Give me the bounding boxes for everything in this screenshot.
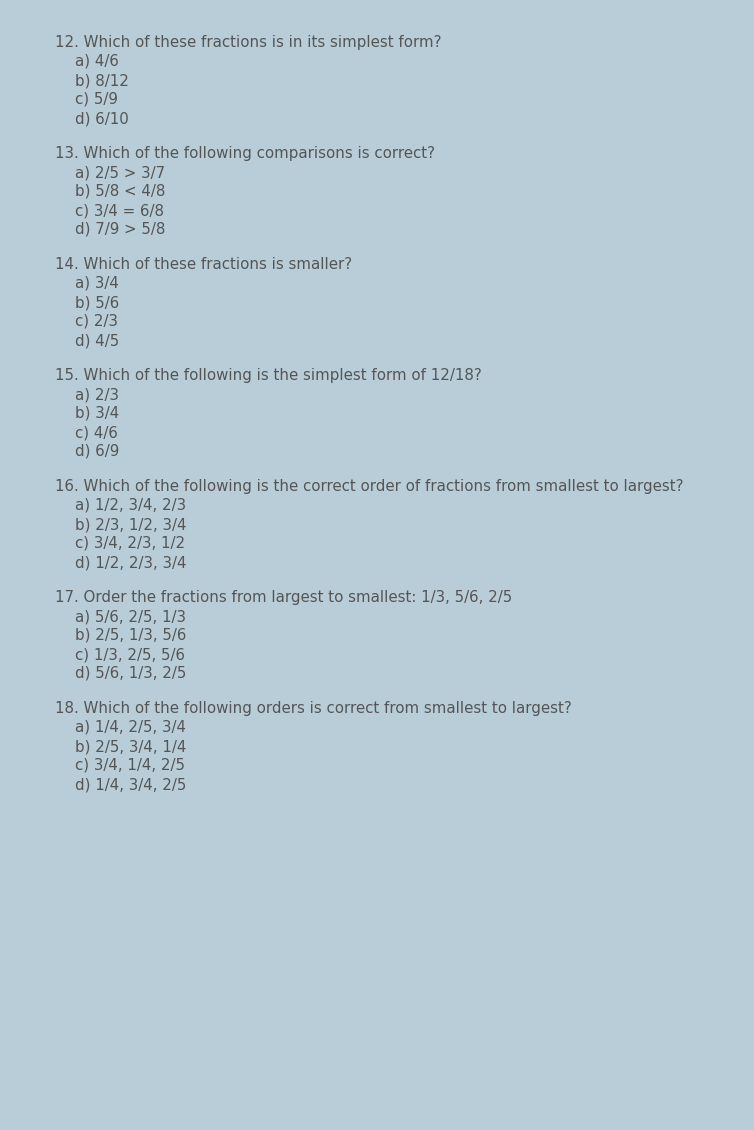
Text: b) 5/8 < 4/8: b) 5/8 < 4/8 [75,184,165,199]
Text: a) 1/2, 3/4, 2/3: a) 1/2, 3/4, 2/3 [75,498,186,513]
Text: a) 5/6, 2/5, 1/3: a) 5/6, 2/5, 1/3 [75,609,186,624]
Text: d) 1/4, 3/4, 2/5: d) 1/4, 3/4, 2/5 [75,777,186,792]
Text: b) 3/4: b) 3/4 [75,406,119,421]
Text: b) 2/3, 1/2, 3/4: b) 2/3, 1/2, 3/4 [75,518,186,532]
Text: d) 7/9 > 5/8: d) 7/9 > 5/8 [75,221,165,237]
Text: d) 4/5: d) 4/5 [75,333,119,348]
Text: d) 6/9: d) 6/9 [75,444,119,459]
Text: 12. Which of these fractions is in its simplest form?: 12. Which of these fractions is in its s… [55,35,442,50]
Text: a) 2/5 > 3/7: a) 2/5 > 3/7 [75,165,165,180]
Text: a) 3/4: a) 3/4 [75,276,119,292]
Text: c) 1/3, 2/5, 5/6: c) 1/3, 2/5, 5/6 [75,647,185,662]
Text: d) 6/10: d) 6/10 [75,111,129,127]
Text: a) 2/3: a) 2/3 [75,386,119,402]
Text: a) 1/4, 2/5, 3/4: a) 1/4, 2/5, 3/4 [75,720,186,735]
Text: 16. Which of the following is the correct order of fractions from smallest to la: 16. Which of the following is the correc… [55,479,683,494]
Text: a) 4/6: a) 4/6 [75,54,119,69]
Text: 18. Which of the following orders is correct from smallest to largest?: 18. Which of the following orders is cor… [55,701,572,716]
Text: c) 2/3: c) 2/3 [75,314,118,329]
Text: b) 2/5, 1/3, 5/6: b) 2/5, 1/3, 5/6 [75,628,186,643]
Text: c) 3/4, 1/4, 2/5: c) 3/4, 1/4, 2/5 [75,758,185,773]
Text: 14. Which of these fractions is smaller?: 14. Which of these fractions is smaller? [55,257,352,272]
Text: 13. Which of the following comparisons is correct?: 13. Which of the following comparisons i… [55,146,435,160]
Text: d) 5/6, 1/3, 2/5: d) 5/6, 1/3, 2/5 [75,666,186,681]
Text: c) 4/6: c) 4/6 [75,425,118,440]
Text: c) 3/4, 2/3, 1/2: c) 3/4, 2/3, 1/2 [75,536,185,551]
Text: c) 3/4 = 6/8: c) 3/4 = 6/8 [75,203,164,218]
Text: b) 5/6: b) 5/6 [75,295,119,310]
Text: 17. Order the fractions from largest to smallest: 1/3, 5/6, 2/5: 17. Order the fractions from largest to … [55,590,512,605]
Text: b) 2/5, 3/4, 1/4: b) 2/5, 3/4, 1/4 [75,739,186,754]
Text: d) 1/2, 2/3, 3/4: d) 1/2, 2/3, 3/4 [75,555,186,570]
Text: 15. Which of the following is the simplest form of 12/18?: 15. Which of the following is the simple… [55,368,482,383]
Text: c) 5/9: c) 5/9 [75,92,118,107]
Text: b) 8/12: b) 8/12 [75,73,129,88]
